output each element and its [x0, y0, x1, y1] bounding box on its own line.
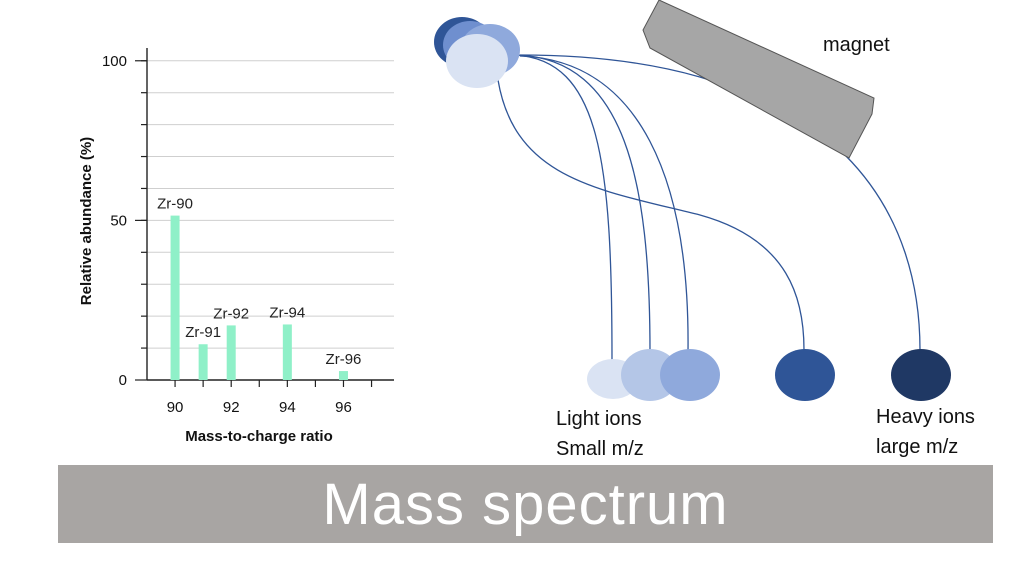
x-tick-label: 96 [335, 399, 352, 416]
data-label-zr-91: Zr-91 [185, 324, 221, 341]
bar-zr-92 [226, 325, 236, 380]
x-tick-label: 94 [279, 399, 296, 416]
ion-dark [775, 349, 835, 401]
bar-zr-90 [170, 215, 180, 380]
detected-ions [587, 349, 951, 401]
light-ions-caption: Light ions Small m/z [556, 404, 644, 464]
x-tick-label: 92 [223, 399, 240, 416]
bar-zr-94 [282, 324, 292, 380]
data-label-zr-94: Zr-94 [269, 304, 305, 321]
isotope-bar-chart: 0 50 100 90 92 94 96 Zr-90 Zr-91 Zr-92 Zr-94 Zr-96… [78, 48, 394, 445]
data-label-zr-92: Zr-92 [213, 305, 249, 322]
x-axis-title: Mass-to-charge ratio [185, 428, 333, 445]
chart-ticks: 0 50 100 90 92 94 96 [102, 53, 373, 416]
y-tick-label: 0 [119, 372, 127, 389]
ion-path-3 [519, 55, 689, 353]
ion-path-4 [497, 79, 805, 351]
x-tick-label: 90 [167, 399, 184, 416]
y-tick-label: 50 [110, 212, 127, 229]
ion-medium [660, 349, 720, 401]
source-ion-pale [446, 34, 508, 88]
heavy-ions-label: Heavy ions [876, 406, 975, 428]
heavy-ions-mz-label: large m/z [876, 436, 959, 458]
ion-path-2 [517, 54, 651, 353]
bar-zr-96 [338, 371, 348, 380]
magnet-label: magnet [823, 34, 890, 56]
title-banner: Mass spectrum [58, 465, 993, 543]
chart-bars [170, 215, 348, 380]
ion-darkest [891, 349, 951, 401]
y-axis-title: Relative abundance (%) [78, 137, 95, 305]
data-label-zr-96: Zr-96 [326, 351, 362, 368]
slide-title: Mass spectrum [322, 472, 729, 537]
data-label-zr-90: Zr-90 [157, 196, 193, 213]
ion-path-1 [514, 54, 613, 361]
chart-data-labels: Zr-90 Zr-91 Zr-92 Zr-94 Zr-96 [157, 196, 361, 368]
y-tick-label: 100 [102, 53, 127, 70]
bar-zr-91 [198, 344, 208, 380]
magnet [642, 0, 875, 159]
light-ions-label: Light ions [556, 408, 642, 430]
heavy-ions-caption: Heavy ions large m/z [876, 402, 975, 462]
ion-source-cluster [434, 17, 520, 88]
light-ions-mz-label: Small m/z [556, 438, 644, 460]
chart-gridlines [147, 60, 394, 349]
